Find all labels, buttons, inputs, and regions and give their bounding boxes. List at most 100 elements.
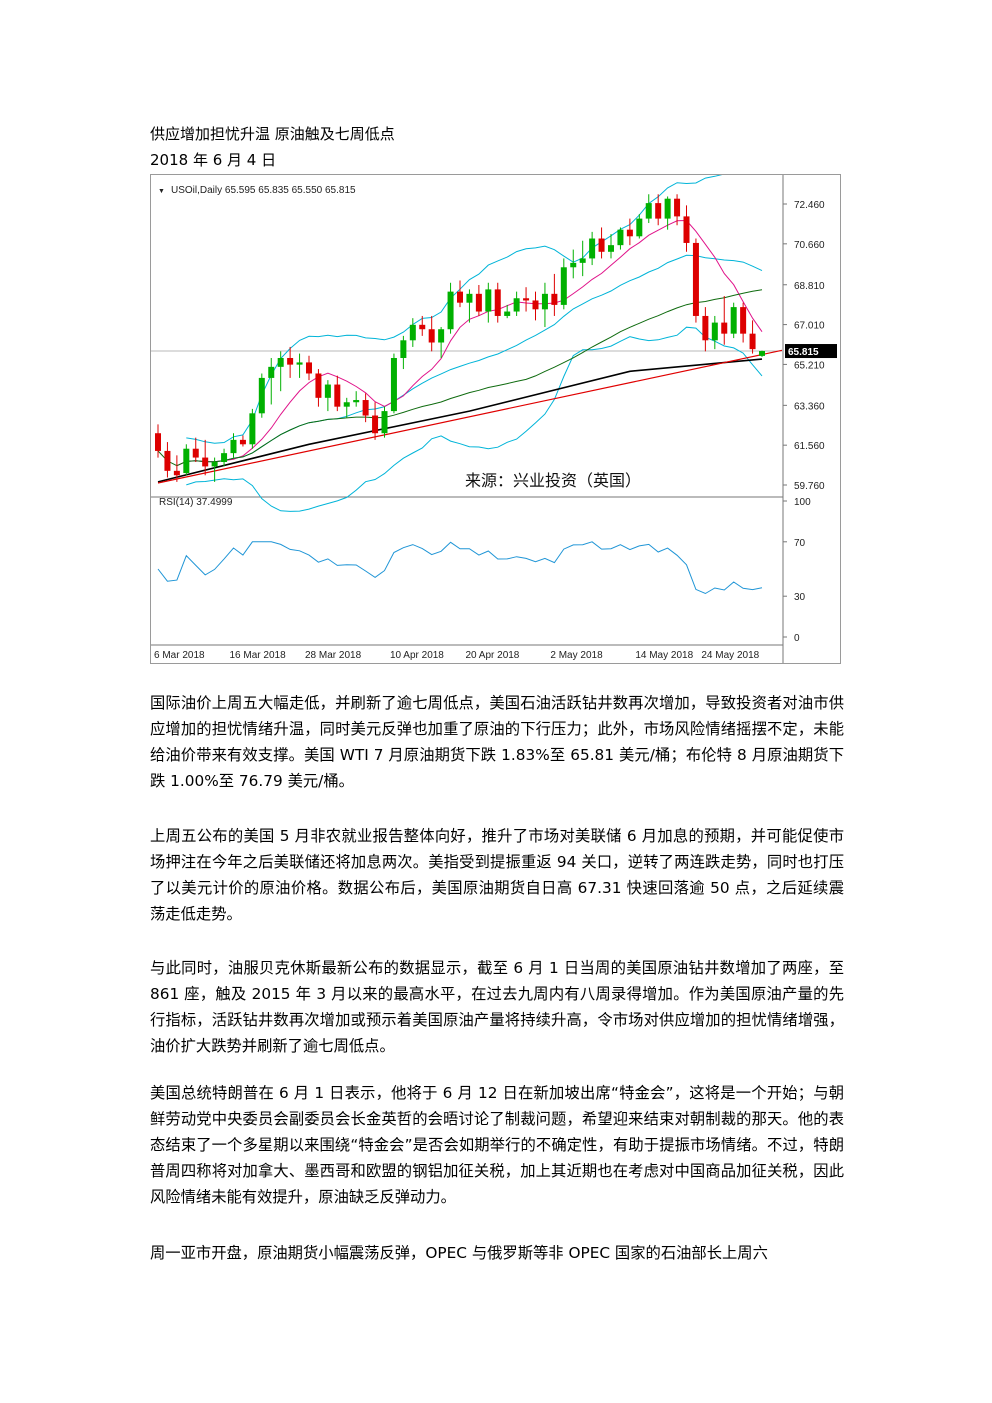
- candle-body: [721, 322, 728, 334]
- candle-body: [655, 203, 662, 219]
- candle-body: [457, 291, 463, 303]
- long-moving-average-line: [157, 358, 763, 483]
- candle-body: [579, 258, 586, 263]
- candle-body: [702, 315, 709, 341]
- candle-body: [466, 293, 473, 303]
- paragraph-3: 与此同时，油服贝克休斯最新公布的数据显示，截至 6 月 1 日当周的美国原油钻井…: [150, 959, 844, 1055]
- candle-body: [343, 402, 350, 407]
- candle-body: [239, 439, 246, 445]
- candle-body: [315, 373, 322, 398]
- candle-body: [674, 198, 681, 217]
- rsi-line: [157, 541, 763, 595]
- candle-body: [626, 229, 633, 237]
- mid-moving-average-line: [157, 289, 763, 467]
- time-axis-label: 28 Mar 2018: [305, 650, 362, 661]
- time-axis-label: 2 May 2018: [550, 650, 603, 661]
- price-tick-label: 72.460: [794, 200, 825, 211]
- time-axis-label: 6 Mar 2018: [154, 650, 205, 661]
- candle-body: [221, 453, 228, 462]
- candle-body: [759, 351, 765, 356]
- time-axis-label: 14 May 2018: [635, 650, 693, 661]
- candle-body: [730, 307, 737, 334]
- candle-body: [155, 433, 161, 451]
- candle-body: [258, 377, 265, 414]
- candle-body: [570, 262, 577, 268]
- paragraph-1: 国际油价上周五大幅走低，并刷新了逾七周低点，美国石油活跃钻井数再次增加，导致投资…: [150, 694, 844, 790]
- price-tick-label: 65.210: [794, 360, 825, 371]
- candle-body: [164, 450, 171, 471]
- candle-body: [532, 300, 539, 310]
- candle-body: [504, 311, 511, 316]
- candle-body: [296, 362, 303, 365]
- candle-body: [598, 238, 605, 252]
- candle-body: [372, 415, 379, 434]
- paragraph-4: 美国总统特朗普在 6 月 1 日表示，他将于 6 月 12 日在新加坡出席“特金…: [150, 1084, 844, 1206]
- candle-body: [551, 293, 558, 305]
- candle-body: [334, 384, 341, 407]
- bollinger-upper-line: [186, 175, 723, 444]
- candle-body: [711, 322, 718, 341]
- candle-body: [419, 324, 426, 330]
- rsi-tick-label: 0: [794, 633, 800, 644]
- candle-body: [749, 333, 756, 350]
- short-moving-average-line: [176, 219, 763, 467]
- rsi-header: RSI(14) 37.4999: [159, 497, 233, 508]
- candle-body: [617, 229, 624, 246]
- current-price-tag: [785, 344, 837, 359]
- price-tick-label: 70.660: [794, 240, 825, 251]
- bollinger-lower-line: [186, 326, 763, 512]
- price-tick-label: 59.760: [794, 481, 825, 492]
- candle-body: [409, 324, 416, 341]
- candle-body: [428, 329, 435, 343]
- candle-body: [306, 362, 312, 374]
- candle-body: [447, 291, 454, 330]
- chart-canvas: 72.460 70.660 68.810 67.010 65.210 63.360 61.5…: [151, 175, 837, 663]
- candle-body: [183, 448, 190, 474]
- candle-body: [390, 357, 397, 412]
- candle-body: [560, 267, 567, 305]
- candle-body: [740, 307, 747, 334]
- candle-body: [683, 216, 690, 243]
- candle-body: [353, 400, 360, 403]
- paragraph-2: 上周五公布的美国 5 月非农就业报告整体向好，推升了市场对美联储 6 月加息的预…: [150, 827, 844, 923]
- article-date: 2018 年 6 月 4 日: [150, 151, 277, 169]
- price-tick-label: 61.560: [794, 441, 825, 452]
- candle-body: [362, 400, 369, 416]
- rsi-tick-label: 70: [794, 538, 806, 549]
- candle-body: [211, 461, 218, 467]
- time-axis-label: 20 Apr 2018: [465, 650, 519, 661]
- time-axis-label: 24 May 2018: [701, 650, 759, 661]
- price-tick-label: 68.810: [794, 281, 825, 292]
- candle-body: [202, 457, 209, 467]
- candle-body: [192, 448, 199, 458]
- price-tick-label: 67.010: [794, 321, 825, 332]
- paragraph-5: 周一亚市开盘，原油期货小幅震荡反弹，OPEC 与俄罗斯等非 OPEC 国家的石油…: [150, 1244, 768, 1262]
- rsi-tick-label: 30: [794, 592, 806, 603]
- candle-body: [400, 340, 407, 358]
- chart-header: USOil,Daily 65.595 65.835 65.550 65.815: [171, 185, 356, 196]
- candle-body: [475, 293, 482, 312]
- price-tick-label: 63.360: [794, 401, 825, 412]
- chart-menu-arrow-icon: ▼: [158, 188, 165, 195]
- candle-body: [636, 218, 643, 237]
- support-trend-line: [157, 349, 783, 484]
- time-axis-label: 10 Apr 2018: [390, 650, 444, 661]
- candle-body: [230, 439, 237, 454]
- chart-watermark: 来源：兴业投资（英国）: [465, 472, 641, 490]
- article-title: 供应增加担忧升温 原油触及七周低点: [150, 125, 395, 143]
- oil-price-chart: 72.460 70.660 68.810 67.010 65.210 63.360 61.5…: [150, 174, 841, 664]
- candle-body: [494, 289, 501, 316]
- candle-body: [249, 413, 256, 445]
- candle-body: [513, 298, 520, 312]
- candle-body: [589, 238, 596, 259]
- bollinger-middle-line: [186, 254, 763, 463]
- candle-body: [608, 245, 614, 252]
- candle-body: [438, 329, 445, 343]
- candle-body: [541, 293, 548, 310]
- candle-body: [287, 357, 294, 365]
- time-axis-label: 16 Mar 2018: [230, 650, 287, 661]
- candle-body: [173, 470, 180, 476]
- candle-body: [664, 198, 671, 219]
- candle-body: [692, 242, 699, 316]
- candle-body: [485, 289, 492, 312]
